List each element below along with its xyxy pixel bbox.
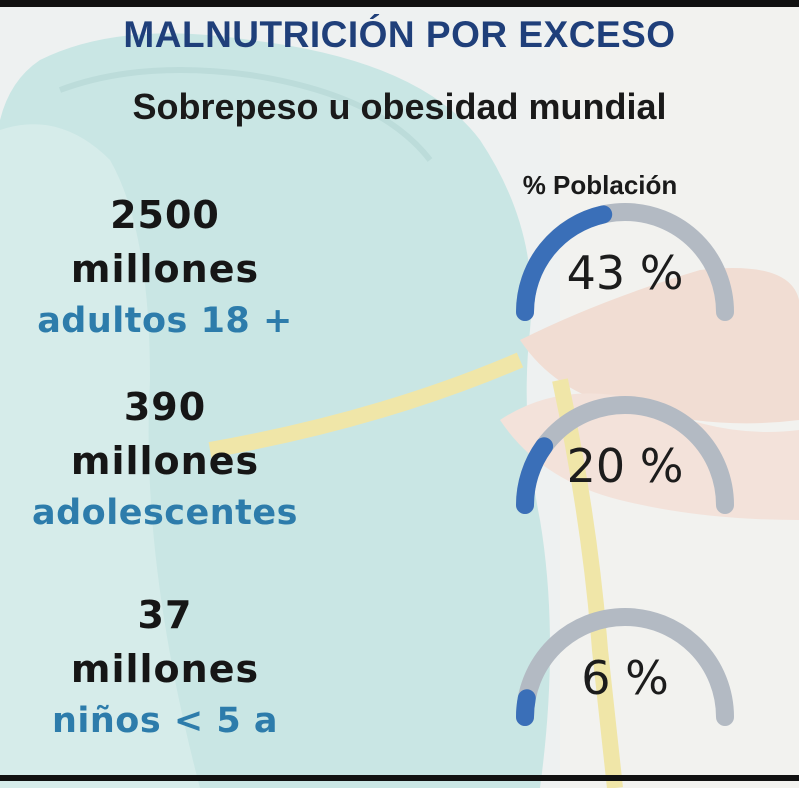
stat-number: 37 bbox=[137, 593, 193, 637]
gauge-adolescents: 20 % bbox=[505, 393, 745, 523]
gauge-children: 6 % bbox=[505, 605, 745, 735]
stat-group: adultos 18 + bbox=[37, 301, 293, 341]
gauge-fill bbox=[516, 689, 536, 726]
page-subtitle: Sobrepeso u obesidad mundial bbox=[132, 86, 667, 127]
stat-unit: millones bbox=[70, 647, 260, 691]
stat-adolescents: 390 millones adolescentes bbox=[0, 380, 330, 538]
gauge-fill bbox=[516, 437, 554, 514]
bottom-rule bbox=[0, 775, 799, 781]
stat-number: 2500 bbox=[110, 193, 220, 237]
stat-group: niños < 5 a bbox=[51, 701, 279, 741]
gauge-percent-label: 20 % bbox=[566, 439, 684, 493]
stat-unit: millones bbox=[70, 247, 260, 291]
stat-children: 37 millones niños < 5 a bbox=[0, 588, 330, 746]
gauge-percent-label: 6 % bbox=[581, 651, 669, 705]
stat-number: 390 bbox=[123, 385, 207, 429]
page-title: MALNUTRICIÓN POR EXCESO bbox=[123, 14, 676, 55]
gauge-fill bbox=[516, 205, 613, 321]
percent-column-header: % Población bbox=[522, 170, 678, 200]
top-rule bbox=[0, 0, 799, 7]
gauge-percent-label: 43 % bbox=[566, 246, 684, 300]
gauge-adults: 43 % bbox=[505, 200, 745, 330]
stat-unit: millones bbox=[70, 439, 260, 483]
stat-adults: 2500 millones adultos 18 + bbox=[0, 188, 330, 346]
gauge-track bbox=[516, 608, 734, 726]
stat-group: adolescentes bbox=[32, 493, 298, 533]
